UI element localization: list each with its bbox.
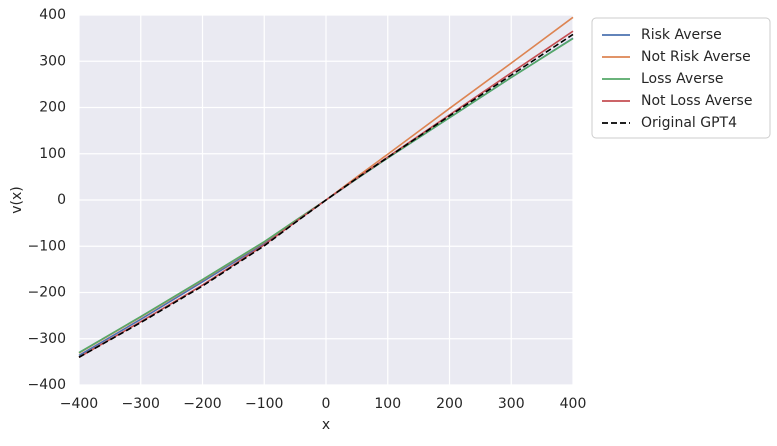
- x-tick-label: −400: [60, 396, 98, 412]
- legend-label: Loss Averse: [641, 71, 723, 87]
- y-tick-label: −100: [28, 238, 66, 254]
- y-tick-label: 300: [39, 53, 66, 69]
- y-tick-label: 200: [39, 100, 66, 116]
- x-tick-label: −200: [183, 396, 221, 412]
- legend-box: [591, 17, 771, 139]
- legend-label: Not Risk Averse: [641, 49, 751, 65]
- y-tick-label: 100: [39, 146, 66, 162]
- x-axis-label: x: [322, 417, 330, 433]
- y-tick-label: −200: [28, 285, 66, 301]
- x-tick-label: 200: [436, 396, 463, 412]
- legend-label: Not Loss Averse: [641, 93, 752, 109]
- x-tick-label: −100: [245, 396, 283, 412]
- y-tick-label: −400: [28, 377, 66, 393]
- y-tick-label: −300: [28, 331, 66, 347]
- x-tick-label: 0: [322, 396, 331, 412]
- x-tick-label: 300: [498, 396, 525, 412]
- x-tick-label: 400: [560, 396, 587, 412]
- series-line: [78, 33, 574, 358]
- legend-label: Original GPT4: [641, 115, 737, 131]
- y-axis-label: v(x): [9, 186, 25, 214]
- y-tick-label: 0: [57, 192, 66, 208]
- y-tick-label: 400: [39, 7, 66, 23]
- x-tick-label: −300: [122, 396, 160, 412]
- x-tick-label: 100: [374, 396, 401, 412]
- legend-label: Risk Averse: [641, 27, 722, 43]
